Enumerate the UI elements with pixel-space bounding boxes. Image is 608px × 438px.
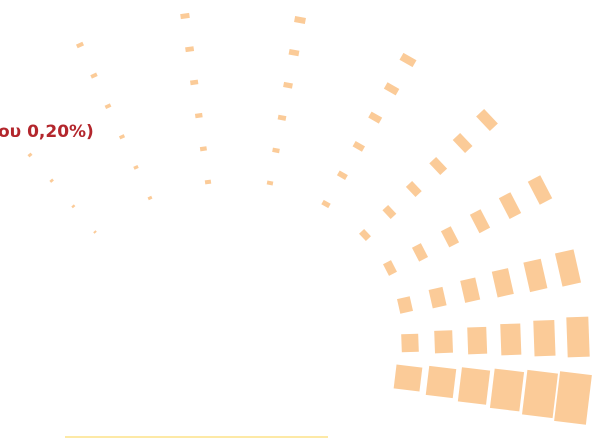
fan-dash	[500, 323, 522, 356]
fan-dash	[399, 52, 417, 68]
fan-dash	[266, 180, 274, 186]
fan-dash	[566, 316, 590, 358]
fan-dash	[283, 81, 293, 89]
fan-dash	[491, 268, 514, 298]
fan-dash	[93, 230, 97, 234]
fan-dash	[277, 114, 287, 121]
fan-dash	[368, 111, 383, 124]
fan-dash	[359, 228, 371, 242]
fan-dash	[104, 103, 112, 110]
fan-dash	[352, 141, 366, 152]
fan-dash	[554, 249, 582, 287]
fan-dash	[452, 132, 473, 154]
fan-dash	[554, 371, 592, 425]
fan-dash	[180, 12, 190, 20]
fan-dash	[133, 164, 139, 170]
caption-text: ου 0,20%)	[0, 122, 94, 142]
fan-dash	[460, 277, 481, 303]
fan-dash	[440, 226, 460, 248]
fan-dash	[90, 72, 98, 79]
fan-dash	[469, 209, 491, 234]
fan-dash	[75, 41, 85, 49]
fan-dash	[429, 156, 448, 176]
fan-dash	[294, 16, 306, 24]
ray-group	[27, 12, 592, 425]
fan-dash	[457, 367, 491, 405]
fan-dash	[476, 108, 498, 132]
fan-dash	[204, 179, 212, 185]
fan-dash	[467, 326, 488, 355]
fan-dash	[527, 175, 553, 205]
fan-dash	[288, 48, 300, 57]
fan-dash	[393, 364, 423, 392]
fan-dash	[321, 199, 331, 209]
fan-dash	[194, 112, 203, 119]
fan-dash	[27, 152, 33, 158]
fan-dash	[498, 192, 522, 219]
fan-dash	[489, 368, 525, 412]
fan-dash	[49, 178, 54, 183]
fan-dash	[336, 170, 348, 180]
fan-dash	[118, 134, 126, 140]
fan-dash	[190, 79, 199, 86]
fan-dash	[401, 333, 419, 353]
fan-dash	[147, 195, 153, 201]
fan-dash	[397, 296, 413, 314]
fan-dash	[523, 258, 548, 293]
fan-dash	[411, 243, 429, 262]
fan-dash	[272, 147, 280, 154]
fan-dash	[382, 204, 397, 220]
fan-dash	[425, 365, 457, 399]
fan-dash	[185, 46, 195, 53]
fan-dash	[71, 204, 76, 209]
fan-dash	[383, 82, 400, 96]
fan-dash	[199, 146, 207, 152]
fan-dash	[405, 180, 422, 198]
fan-dash	[428, 286, 447, 309]
fan-dash	[533, 320, 556, 357]
fan-dash	[383, 260, 397, 276]
fan-dash	[434, 330, 453, 354]
fan-dash	[522, 369, 558, 419]
